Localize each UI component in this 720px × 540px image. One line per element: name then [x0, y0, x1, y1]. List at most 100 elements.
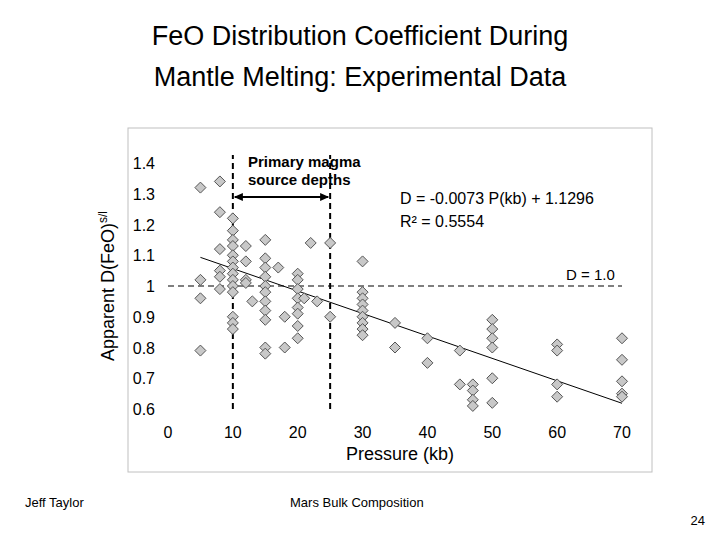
source-depth-line	[329, 155, 331, 409]
y-tick	[156, 378, 160, 379]
title: FeO Distribution Coefficient During	[152, 21, 569, 51]
x-tick-label: 70	[613, 424, 631, 441]
x-tick-label: 10	[224, 424, 242, 441]
source-depth-label: Primary magma	[248, 153, 361, 170]
x-tick	[362, 415, 363, 417]
trendline-r2: R² = 0.5554	[400, 213, 484, 230]
x-tick-label: 40	[419, 424, 437, 441]
footer-author: Jeff Taylor	[25, 495, 84, 510]
data-point	[617, 376, 628, 387]
data-point	[260, 234, 271, 245]
data-point	[292, 308, 303, 319]
x-tick	[557, 415, 558, 417]
data-point	[357, 256, 368, 267]
chart-frame	[128, 128, 652, 472]
data-point	[617, 391, 628, 402]
title: Mantle Melting: Experimental Data	[154, 62, 568, 92]
data-point	[227, 287, 238, 298]
data-point	[214, 207, 225, 218]
y-tick-label: 1.2	[133, 217, 155, 234]
x-tick-label: 60	[548, 424, 566, 441]
x-tick	[427, 415, 428, 417]
x-tick	[232, 415, 233, 417]
data-point	[214, 271, 225, 282]
x-axis-label: Pressure (kb)	[346, 444, 454, 464]
data-point	[195, 293, 206, 304]
data-point	[617, 354, 628, 365]
y-tick-label: 1.4	[133, 155, 155, 172]
data-point	[195, 345, 206, 356]
data-point	[240, 256, 251, 267]
data-point	[214, 244, 225, 255]
y-tick	[156, 347, 160, 348]
footer-page: 24	[691, 513, 705, 528]
data-point	[299, 293, 310, 304]
data-point	[357, 330, 368, 341]
data-point	[487, 397, 498, 408]
data-point	[487, 342, 498, 353]
y-tick	[156, 409, 160, 410]
data-point	[422, 333, 433, 344]
data-point	[325, 237, 336, 248]
y-tick	[156, 255, 160, 256]
y-axis-label-sup: s/l	[96, 211, 110, 223]
data-point	[422, 357, 433, 368]
y-tick-label: 0.9	[133, 309, 155, 326]
data-point	[279, 342, 290, 353]
data-point	[487, 373, 498, 384]
data-point	[467, 400, 478, 411]
data-point	[240, 277, 251, 288]
data-point	[214, 176, 225, 187]
data-point	[454, 345, 465, 356]
source-depth-label: source depths	[248, 171, 351, 188]
x-tick	[622, 415, 623, 417]
x-tick	[297, 415, 298, 417]
trendline	[200, 257, 622, 403]
y-tick-label: 1	[146, 278, 155, 295]
plot-area	[168, 155, 628, 411]
data-point	[279, 311, 290, 322]
source-depth-arrow	[235, 196, 328, 198]
data-point	[195, 182, 206, 193]
trendline-equation: D = -0.0073 P(kb) + 1.1296	[400, 190, 594, 207]
y-tick	[156, 286, 160, 287]
data-point	[617, 333, 628, 344]
data-point	[247, 296, 258, 307]
y-tick	[156, 193, 160, 194]
y-tick-label: 0.8	[133, 340, 155, 357]
data-point	[195, 274, 206, 285]
data-point	[227, 213, 238, 224]
data-point	[325, 311, 336, 322]
data-point	[227, 324, 238, 335]
y-axis-label-main: Apparent D(FeO)	[98, 223, 118, 361]
data-point	[292, 333, 303, 344]
y-tick	[156, 163, 160, 164]
data-point	[390, 317, 401, 328]
y-tick-label: 0.6	[133, 401, 155, 418]
x-tick	[492, 415, 493, 417]
x-tick-label: 20	[289, 424, 307, 441]
data-point	[390, 342, 401, 353]
data-point	[273, 262, 284, 273]
x-tick-label: 30	[354, 424, 372, 441]
reference-line-label: D = 1.0	[566, 266, 615, 283]
y-tick-label: 1.3	[133, 186, 155, 203]
data-point	[552, 379, 563, 390]
footer-deck: Mars Bulk Composition	[290, 495, 424, 510]
data-point	[305, 237, 316, 248]
data-point	[552, 391, 563, 402]
data-point	[260, 314, 271, 325]
slide: FeO Distribution Coefficient During Mantl…	[0, 0, 720, 540]
data-point	[552, 345, 563, 356]
data-point	[454, 379, 465, 390]
data-point	[292, 320, 303, 331]
x-tick	[168, 415, 169, 417]
data-point	[240, 241, 251, 252]
x-tick-label: 50	[483, 424, 501, 441]
y-tick	[156, 224, 160, 225]
x-tick-label: 0	[164, 424, 173, 441]
data-point	[260, 348, 271, 359]
y-tick	[156, 316, 160, 317]
y-tick-label: 1.1	[133, 247, 155, 264]
data-point	[312, 296, 323, 307]
